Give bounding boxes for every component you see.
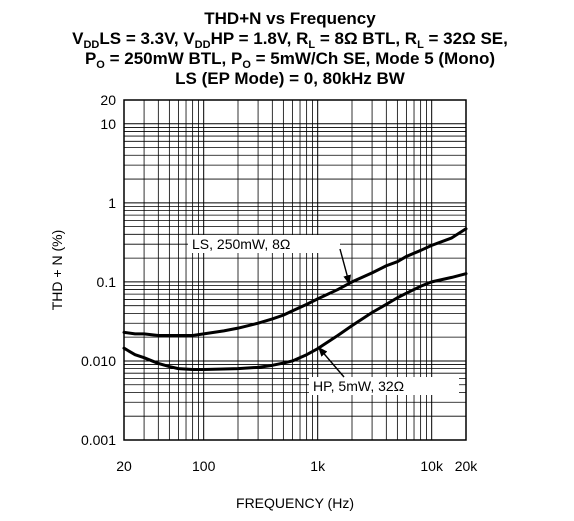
subtitle-segment: = 32Ω SE, — [424, 29, 508, 48]
annotation-arrow — [339, 248, 351, 285]
y-axis-label: THD + N (%) — [49, 230, 65, 311]
x-tick-label: 10k — [420, 458, 444, 474]
annotation-label: LS, 250mW, 8Ω — [192, 236, 290, 252]
subtitle-line: LS (EP Mode) = 0, 80kHz BW — [175, 69, 406, 88]
series-line-ls — [122, 227, 468, 337]
annotation-arrow — [318, 346, 345, 378]
plot-frame — [123, 99, 467, 441]
x-tick-label: 20 — [116, 458, 132, 474]
subtitle-line: VDDLS = 3.3V, VDDHP = 1.8V, RL = 8Ω BTL,… — [72, 29, 508, 51]
subtitle-segment: P — [85, 49, 96, 68]
y-tick-label: 0.001 — [81, 432, 116, 448]
subtitle-segment: = 8Ω BTL, R — [315, 29, 417, 48]
y-tick-label: 20 — [100, 92, 116, 108]
annotations: LS, 250mW, 8Ω HP, 5mW, 32Ω — [188, 235, 459, 395]
subtitle-segment: L — [417, 39, 424, 51]
x-tick-label: 100 — [192, 458, 216, 474]
y-tick-label: 10 — [100, 116, 116, 132]
subtitle-segment: = 250mW BTL, P — [105, 49, 242, 68]
annotation-box — [309, 377, 459, 395]
subtitle-line: PO = 250mW BTL, PO = 5mW/Ch SE, Mode 5 (… — [85, 49, 495, 71]
y-tick-label: 1 — [108, 195, 116, 211]
x-axis-label: FREQUENCY (Hz) — [236, 495, 354, 511]
subtitle-segment: LS = 3.3V, V — [99, 29, 195, 48]
annotation-label: HP, 5mW, 32Ω — [313, 378, 404, 394]
subtitle-segment: DD — [195, 39, 211, 51]
series-line-hp — [122, 272, 468, 371]
chart-subtitle: VDDLS = 3.3V, VDDHP = 1.8V, RL = 8Ω BTL,… — [72, 29, 508, 88]
subtitle-segment: O — [242, 59, 251, 71]
subtitle-segment: = 5mW/Ch SE, Mode 5 (Mono) — [251, 49, 495, 68]
subtitle-segment: V — [72, 29, 84, 48]
annotation-box — [188, 235, 340, 253]
y-tick-label: 0.1 — [97, 274, 117, 290]
x-tick-label: 20k — [455, 458, 479, 474]
y-tick-label: 0.010 — [81, 353, 116, 369]
x-tick-label: 1k — [310, 458, 326, 474]
chart-title: THD+N vs Frequency — [204, 9, 376, 28]
subtitle-segment: O — [96, 59, 105, 71]
y-tick-labels: 0.001 0.010 0.1 1 10 20 — [81, 92, 116, 448]
subtitle-segment: DD — [83, 39, 99, 51]
grid — [124, 100, 466, 440]
subtitle-segment: LS (EP Mode) = 0, 80kHz BW — [175, 69, 406, 88]
x-tick-labels: 20 100 1k 10k 20k — [116, 458, 478, 474]
subtitle-segment: HP = 1.8V, R — [211, 29, 309, 48]
series-lines — [122, 227, 468, 371]
subtitle-segment: L — [308, 39, 315, 51]
